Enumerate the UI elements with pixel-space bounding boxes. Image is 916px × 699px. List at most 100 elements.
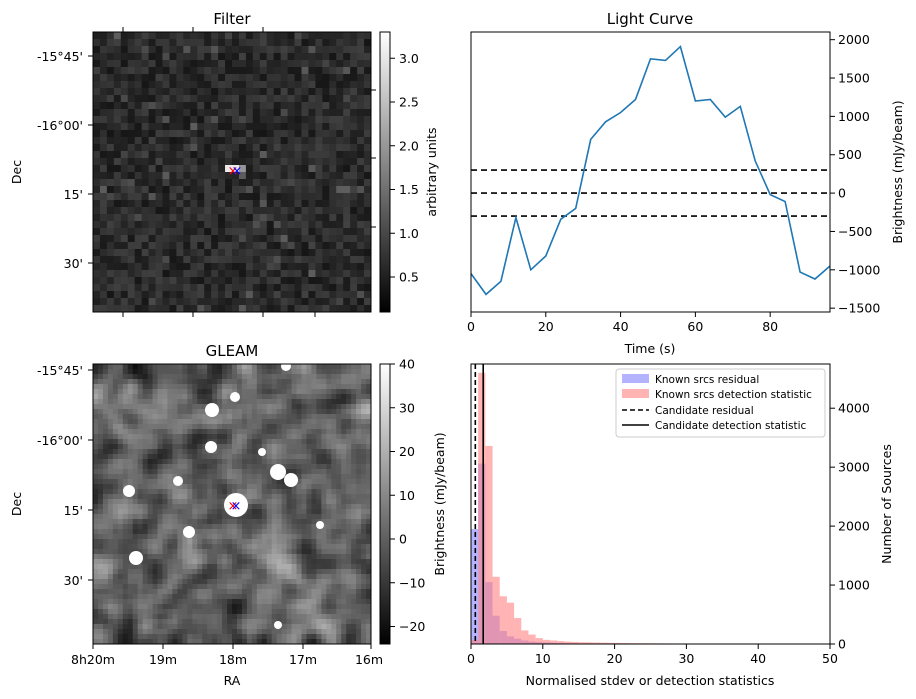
histogram-bar: [485, 445, 493, 644]
colorbar-tick-label: 3.0: [399, 51, 419, 66]
colorbar-tick-label: −20: [399, 619, 425, 634]
colorbar-tick-label: −10: [399, 575, 425, 590]
gleam-source-blob: [284, 473, 298, 487]
legend-swatch-residual: [622, 374, 649, 383]
lightcurve-xtick-label: 40: [613, 319, 629, 334]
filter-ytick-label: 30': [64, 256, 83, 271]
gleam-ytick-label: -15°45': [37, 363, 83, 378]
colorbar-tick-label: 10: [399, 488, 415, 503]
lightcurve-plot: [470, 45, 831, 296]
gleam-source-blob: [183, 526, 195, 538]
legend-label-detection: Known srcs detection statistic: [655, 389, 812, 401]
gleam-xticks: 8h20m 19m 18m 17m 16m: [71, 644, 383, 667]
filter-markers: × ×: [228, 164, 243, 179]
histogram-bar: [593, 642, 601, 644]
gleam-image: [93, 361, 372, 645]
legend-swatch-detection: [622, 389, 649, 398]
histogram-bar: [614, 642, 622, 644]
filter-yticks: -15°45' -16°00' 15' 30': [37, 27, 376, 317]
lightcurve-ytick-label: 0: [838, 186, 846, 201]
colorbar-tick-label: 0: [399, 532, 407, 547]
histogram-bar: [600, 642, 608, 644]
lightcurve-ytick-label: −500: [838, 224, 872, 239]
gleam-source-blob: [230, 392, 240, 402]
histogram-bar: [578, 642, 586, 644]
lightcurve-series-line: [470, 45, 831, 296]
histogram-ytick-label: 1000: [838, 578, 870, 593]
gleam-source-blob: [129, 551, 143, 565]
lightcurve-xtick-label: 0: [467, 319, 475, 334]
filter-colorbar-label: arbitrary units: [424, 127, 439, 216]
histogram-panel: 0 10 20 30 40 50 0 1000 2000 3000 4000 Normalised…: [467, 363, 894, 688]
filter-colorbar: 0.5 1.0 1.5 2.0 2.5 3.0 arbitrary units: [379, 31, 439, 313]
gleam-source-blob: [281, 361, 291, 371]
histogram-bar: [549, 640, 558, 644]
histogram-xticks: 0 10 20 30 40 50: [467, 644, 838, 666]
gleam-xtick-label: 19m: [149, 652, 177, 667]
gleam-source-blob: [258, 448, 266, 456]
lightcurve-title: Light Curve: [607, 10, 693, 28]
lightcurve-ytick-label: 2000: [838, 32, 870, 47]
histogram-xtick-label: 20: [607, 651, 623, 666]
filter-ytick-label: -15°45': [37, 49, 83, 64]
lightcurve-ytick-label: −1500: [838, 301, 880, 316]
histogram-ylabel: Number of Sources: [879, 444, 894, 564]
histogram-xlabel: Normalised stdev or detection statistics: [526, 673, 775, 688]
gleam-source-blob: [205, 403, 219, 417]
gleam-marker-blue: ×: [231, 499, 242, 514]
histogram-bar: [492, 576, 500, 644]
gleam-source-blob: [205, 441, 217, 453]
gleam-source-blob: [270, 464, 286, 480]
legend-label-residual: Known srcs residual: [655, 374, 759, 386]
gleam-xtick-label: 17m: [289, 652, 317, 667]
filter-marker-blue: ×: [232, 164, 243, 179]
histogram-ytick-label: 3000: [838, 460, 870, 475]
histogram-xtick-label: 0: [467, 651, 475, 666]
histogram-bar: [557, 641, 565, 644]
legend-label-candidate-residual: Candidate residual: [655, 405, 754, 417]
lightcurve-ytick-label: 500: [838, 147, 862, 162]
gleam-colorbar: −20 −10 0 10 20 30 40 Brightness (mJy/beam): [379, 357, 447, 645]
gleam-ylabel: Dec: [9, 492, 24, 516]
filter-title: Filter: [213, 10, 251, 28]
lightcurve-ytick-label: 1500: [838, 71, 870, 86]
histogram-bar: [478, 372, 486, 644]
histogram-xtick-label: 30: [678, 651, 694, 666]
gleam-ytick-label: -16°00': [37, 433, 83, 448]
lightcurve-panel: Light Curve 0 20 40 60 80 −1500 −1000 −500 0 500…: [467, 10, 905, 356]
colorbar-tick-label: 40: [399, 357, 415, 372]
gleam-markers: × ×: [228, 499, 242, 514]
colorbar-tick-label: 2.0: [399, 138, 419, 153]
lightcurve-xlabel: Time (s): [624, 341, 676, 356]
lightcurve-xtick-label: 20: [538, 319, 554, 334]
gleam-source-blob: [224, 493, 248, 517]
gleam-xtick-label: 8h20m: [71, 652, 115, 667]
gleam-xtick-label: 18m: [219, 652, 247, 667]
histogram-bar: [499, 596, 507, 644]
histogram-bar: [514, 618, 522, 644]
histogram-bar: [607, 642, 615, 644]
histogram-bar: [564, 641, 572, 644]
histogram-yticks: 0 1000 2000 3000 4000: [830, 401, 870, 652]
histogram-ytick-label: 4000: [838, 401, 870, 416]
histogram-xtick-label: 10: [535, 651, 551, 666]
colorbar-tick-label: 2.5: [399, 95, 419, 110]
gleam-source-blob: [123, 485, 135, 497]
histogram-xtick-label: 40: [750, 651, 766, 666]
histogram-ytick-label: 2000: [838, 519, 870, 534]
gleam-yticks: -15°45' -16°00' 15' 30': [37, 363, 93, 588]
histogram-ytick-label: 0: [838, 637, 846, 652]
histogram-legend: Known srcs residual Known srcs detection…: [615, 368, 826, 438]
gleam-title: GLEAM: [206, 342, 259, 360]
filter-ylabel: Dec: [9, 160, 24, 184]
gleam-xlabel: RA: [224, 673, 241, 688]
gleam-panel: GLEAM × × Dec -15°45' -16°00' 15' 30' 8h…: [9, 342, 447, 688]
histogram-bar: [471, 639, 479, 644]
legend-label-candidate-detection: Candidate detection statistic: [655, 420, 807, 432]
filter-panel: Filter × × Dec -15°45' -16°00' 15' 30': [9, 10, 439, 317]
lightcurve-xtick-label: 80: [762, 319, 778, 334]
filter-ytick-label: -16°00': [37, 118, 83, 133]
histogram-bar: [542, 639, 550, 644]
histogram-bar: [585, 642, 594, 644]
